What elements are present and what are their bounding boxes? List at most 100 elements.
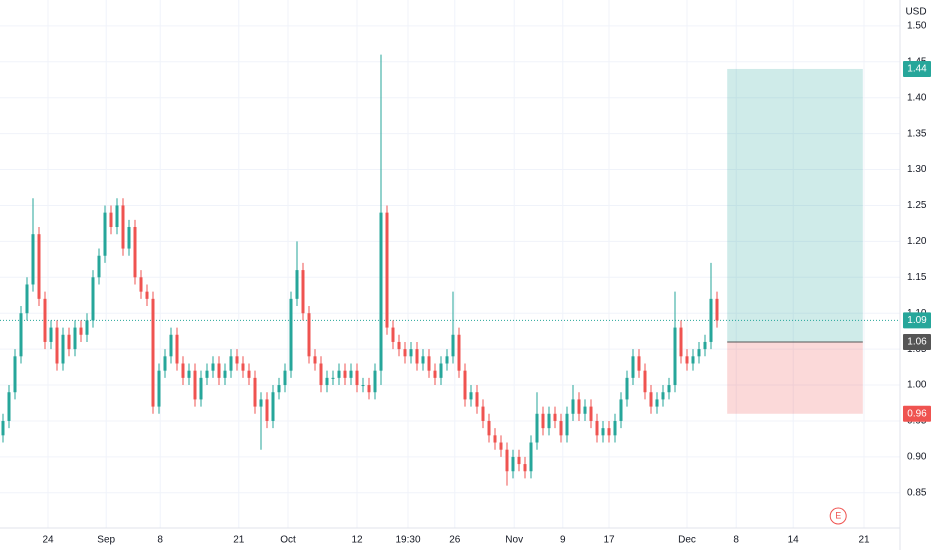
candle-body xyxy=(259,399,263,407)
candle-body xyxy=(397,341,401,350)
candle-body xyxy=(427,356,431,371)
candle-body xyxy=(79,327,83,335)
candle-body xyxy=(103,212,107,256)
x-tick-label: 26 xyxy=(449,535,461,546)
candle-body xyxy=(265,399,269,421)
target-zone xyxy=(727,68,863,342)
x-tick-label: 12 xyxy=(351,535,363,546)
candle-body xyxy=(655,399,659,407)
candle-body xyxy=(409,349,413,357)
candle-body xyxy=(295,270,299,299)
candle-body xyxy=(115,205,119,228)
x-tick-label: 8 xyxy=(733,535,739,546)
candle-body xyxy=(481,406,485,421)
candle-body xyxy=(343,370,347,378)
candle-body xyxy=(703,341,707,350)
candle-body xyxy=(61,334,65,364)
candle-body xyxy=(151,298,155,407)
candle-body xyxy=(493,435,497,443)
candle-body xyxy=(565,413,569,436)
candle-body xyxy=(685,356,689,364)
candle-body xyxy=(433,370,437,378)
candle-body xyxy=(673,327,677,386)
candle-body xyxy=(391,327,395,342)
x-tick-label: 24 xyxy=(42,535,54,546)
candle-body xyxy=(517,456,521,465)
candle-body xyxy=(619,399,623,421)
candle-body xyxy=(679,327,683,357)
candle-body xyxy=(49,327,53,342)
candle-body xyxy=(613,420,617,436)
candle-body xyxy=(457,334,461,371)
candle-body xyxy=(553,413,557,421)
candle-body xyxy=(709,298,713,342)
candle-body xyxy=(595,420,599,436)
candle-body xyxy=(637,356,641,371)
candle-body xyxy=(55,327,59,364)
candle-body xyxy=(283,370,287,386)
candle-body xyxy=(331,377,335,379)
price-tag xyxy=(903,405,931,422)
candle-body xyxy=(691,356,695,364)
candle-body xyxy=(31,234,35,285)
candle-body xyxy=(205,370,209,378)
candle-body xyxy=(505,449,509,472)
price-tag-label: 1.06 xyxy=(907,337,927,348)
candle-body xyxy=(181,363,185,378)
x-tick-label: Oct xyxy=(280,535,296,546)
x-tick-label: 19:30 xyxy=(395,535,420,546)
candle-body xyxy=(571,399,575,414)
candle-body xyxy=(661,392,665,400)
event-marker xyxy=(829,507,847,525)
candle-body xyxy=(37,234,41,299)
candle-body xyxy=(241,363,245,371)
candle-body xyxy=(439,363,443,378)
x-tick-label: Sep xyxy=(97,535,115,546)
candle-body xyxy=(475,392,479,407)
candle-body xyxy=(289,298,293,371)
x-tick-label: 21 xyxy=(233,535,245,546)
candle-body xyxy=(445,356,449,364)
candle-body xyxy=(97,255,101,278)
candle-body xyxy=(589,406,593,421)
price-tag xyxy=(903,312,931,329)
candle-body xyxy=(217,363,221,378)
candle-body xyxy=(175,334,179,364)
candle-body xyxy=(349,370,353,378)
candle-body xyxy=(361,385,365,387)
candle-body xyxy=(193,370,197,400)
price-tag xyxy=(903,333,931,350)
candle-body xyxy=(469,392,473,400)
candle-body xyxy=(223,370,227,378)
candle-body xyxy=(643,370,647,393)
candle-body xyxy=(13,356,17,393)
x-tick-label: 21 xyxy=(858,535,870,546)
candle-body xyxy=(85,320,89,335)
candle-body xyxy=(337,370,341,378)
candle-body xyxy=(463,370,467,400)
price-tag-label: 1.44 xyxy=(907,64,927,75)
candle-body xyxy=(325,377,329,386)
candle-body xyxy=(607,428,611,436)
candle-body xyxy=(139,277,143,292)
candle-body xyxy=(535,413,539,443)
candle-body xyxy=(229,356,233,371)
x-tick-label: 17 xyxy=(603,535,615,546)
y-tick-label: 1.00 xyxy=(907,380,927,391)
y-tick-label: 1.50 xyxy=(907,21,927,32)
x-tick-label: Dec xyxy=(678,535,696,546)
candle-body xyxy=(601,428,605,436)
candle-body xyxy=(403,349,407,357)
candle-body xyxy=(121,205,125,249)
y-tick-label: 1.20 xyxy=(907,236,927,247)
price-tag-label: 0.96 xyxy=(907,408,927,419)
candle-body xyxy=(235,356,239,364)
candle-body xyxy=(301,270,305,314)
candle-body xyxy=(511,456,515,472)
candle-body xyxy=(253,377,257,407)
candle-body xyxy=(379,212,383,371)
candle-body xyxy=(73,327,77,350)
y-tick-label: 1.15 xyxy=(907,272,927,283)
